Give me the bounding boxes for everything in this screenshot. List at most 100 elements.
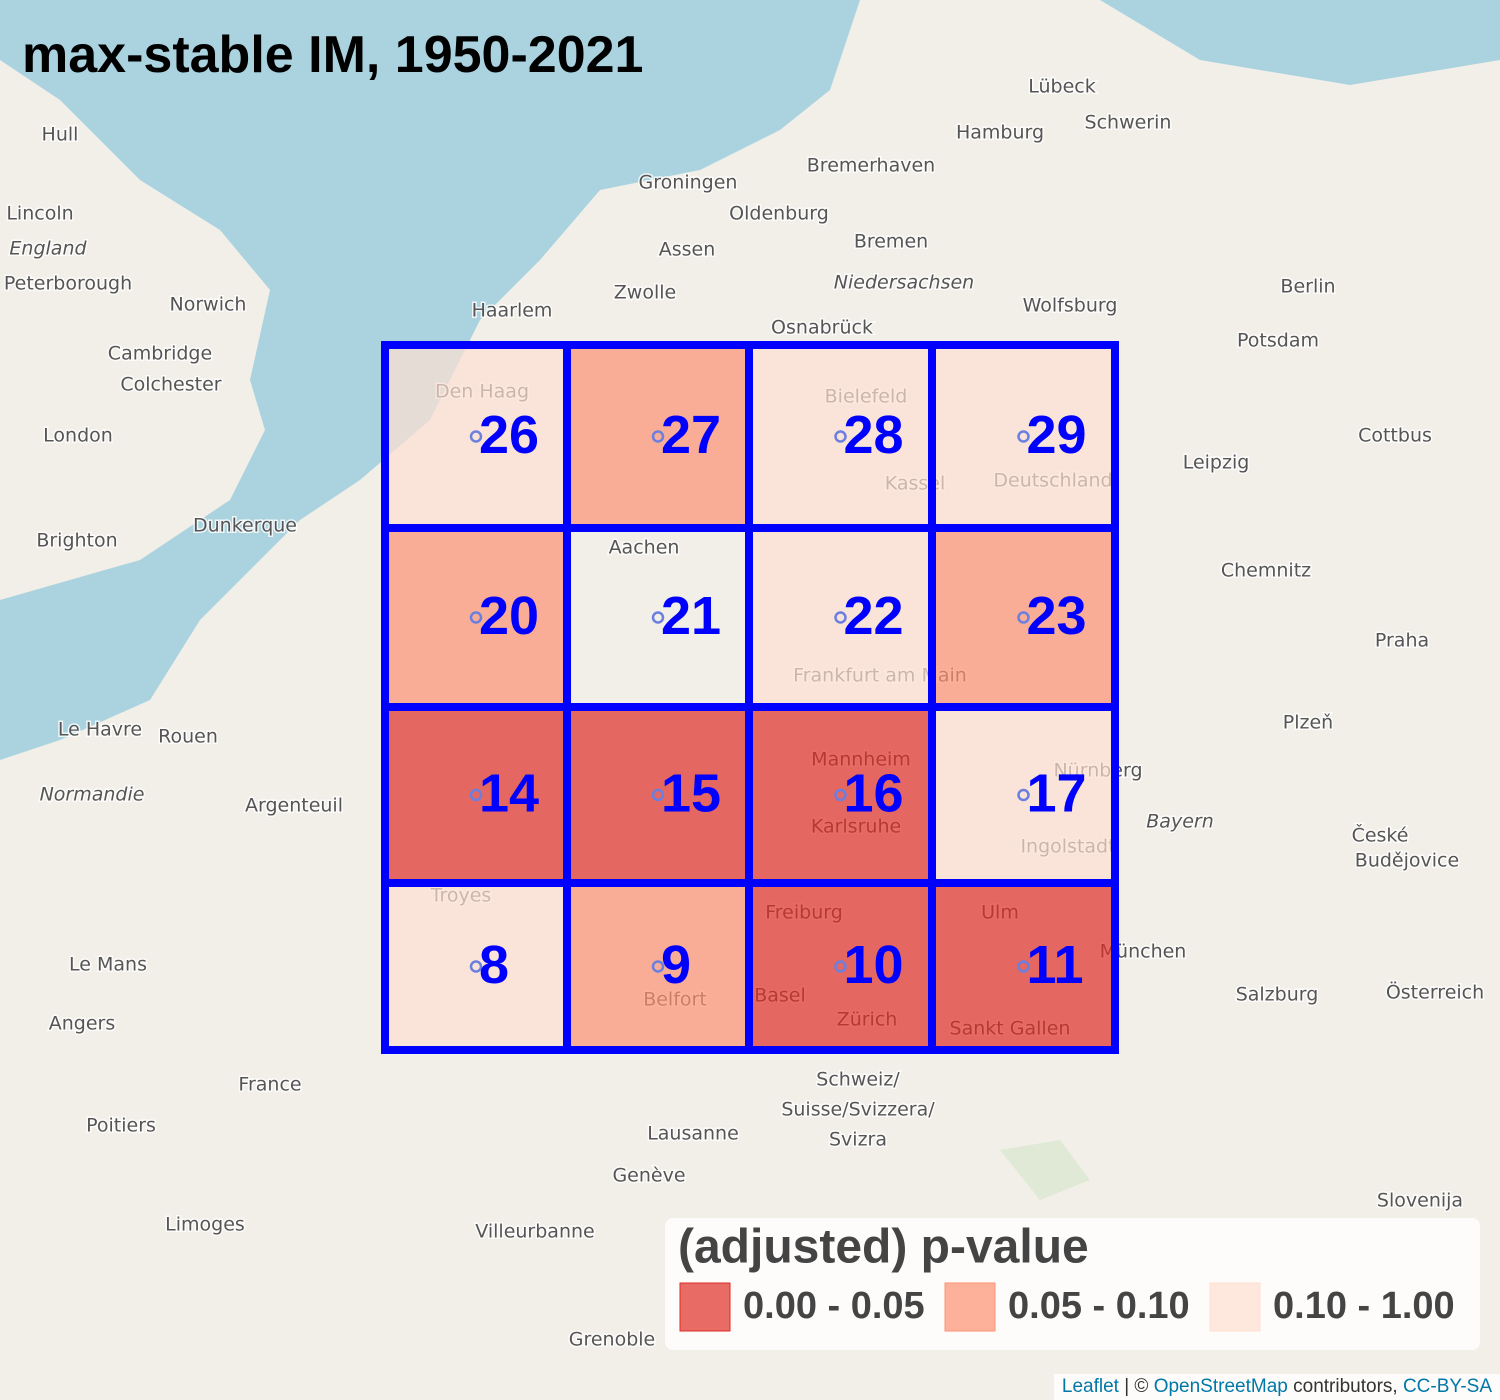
grid-cell [928,341,1119,532]
place-label: Bremen [854,231,928,253]
cell-marker [651,788,665,802]
place-label: Norwich [170,294,247,316]
cell-id: 20 [479,586,539,646]
cell-marker [469,430,483,443]
place-label: Zwolle [614,282,676,304]
cell-id: 15 [661,763,721,823]
place-label: Osnabrück [771,317,873,339]
place-label: Le Mans [69,954,147,976]
place-label: Plzeň [1283,712,1333,734]
cell-marker [469,611,483,624]
place-label: Grenoble [569,1329,656,1351]
place-label: Hull [42,124,79,146]
cell-id: 22 [844,586,904,646]
place-label: Svizra [829,1129,887,1151]
place-label: Chemnitz [1221,560,1311,582]
alps [1000,1140,1090,1200]
place-label: England [9,238,87,260]
place-label: Hamburg [956,122,1044,144]
attribution-sep: | © [1124,1376,1149,1397]
legend-swatch [1209,1282,1261,1332]
place-label: Salzburg [1236,984,1319,1006]
grid-cell [928,879,1119,1054]
place-label: Lausanne [647,1123,739,1145]
grid-cell [563,341,753,532]
attribution: Leaflet | © OpenStreetMap contributors, … [1053,1374,1500,1400]
license-link[interactable]: CC-BY-SA [1402,1376,1492,1397]
place-label: Genève [612,1165,685,1187]
cell-id: 8 [479,935,509,995]
place-label: Praha [1375,630,1429,652]
osm-link[interactable]: OpenStreetMap [1153,1376,1288,1397]
place-label: London [43,425,113,447]
grid-cell [745,524,936,711]
uk-land [0,60,270,600]
place-label: Österreich [1386,981,1484,1004]
attribution-text: contributors, [1293,1376,1398,1397]
place-label: France [238,1074,301,1096]
legend-label: 0.10 - 1.00 [1273,1285,1455,1327]
cell-id: 23 [1027,586,1087,646]
place-label: Budějovice [1355,850,1459,872]
cell-marker [651,430,665,443]
cell-id: 28 [844,405,904,465]
place-label: Leipzig [1183,452,1250,474]
cell-id: 14 [479,763,539,823]
cell-marker [834,430,847,443]
place-label: Potsdam [1237,330,1319,352]
place-label: Normandie [40,784,145,806]
place-label: Le Havre [58,719,142,741]
grid-cell [928,524,1119,711]
leaflet-link[interactable]: Leaflet [1061,1376,1119,1397]
place-label: Lincoln [6,203,73,225]
cell-marker [1017,430,1030,443]
place-label: Colchester [120,374,221,396]
cell-marker [834,611,847,624]
place-label: Niedersachsen [834,272,974,294]
grid-cell [745,879,936,1054]
cell-marker [469,960,483,973]
place-label: Slovenija [1377,1190,1463,1212]
cell-marker [469,788,483,802]
grid-cell [381,703,571,887]
place-label: Aachen [609,537,680,559]
legend-label: 0.05 - 0.10 [1008,1285,1190,1327]
cell-marker [1017,611,1030,624]
cell-marker [834,788,847,802]
place-label: Oldenburg [729,203,829,225]
cell-id: 17 [1027,763,1087,823]
cell-marker [834,960,847,973]
baltic-sea [1100,0,1500,85]
legend-box [665,1218,1480,1350]
cell-id: 26 [479,405,539,465]
cell-id: 29 [1027,405,1087,465]
place-label: Suisse/Svizzera/ [781,1099,935,1121]
place-label: Dunkerque [193,515,297,537]
cell-marker [1017,960,1030,973]
cell-id: 11 [1027,935,1084,995]
place-label: Berlin [1280,276,1335,298]
grid-cell [928,703,1119,887]
cell-id: 27 [661,405,721,465]
place-label: Argenteuil [245,795,343,817]
legend: (adjusted) p-value 0.00 - 0.05 0.05 - 0.1… [665,1218,1480,1350]
place-label: Groningen [639,172,738,194]
cell-marker [651,960,665,973]
place-label: Schweiz/ [816,1069,900,1091]
cell-marker [1017,788,1030,802]
grid: 26 27 28 29 20 21 22 23 14 15 16 17 8 9 10 11 [381,341,1119,1054]
map-title: max-stable IM, 1950-2021 [22,26,643,84]
cell-id: 9 [661,935,691,995]
place-label: Haarlem [472,300,553,322]
cell-id: 10 [844,935,904,995]
legend-title: (adjusted) p-value [678,1221,1089,1274]
cell-id: 16 [844,763,904,823]
place-label: Angers [49,1013,116,1035]
legend-swatch [944,1282,996,1332]
grid-cell [381,341,571,532]
grid-cell [745,703,936,887]
place-label: Limoges [165,1214,245,1236]
grid-cell [563,879,753,1054]
